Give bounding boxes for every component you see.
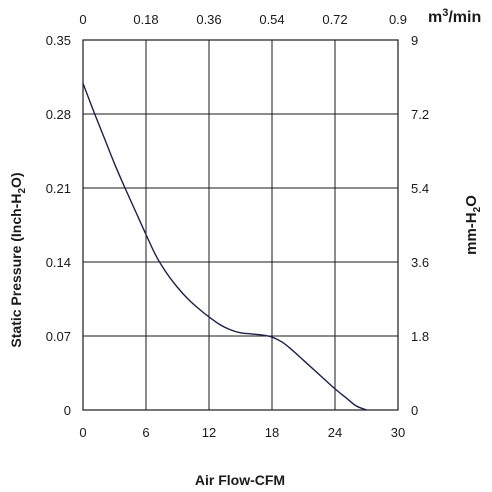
y-tick-label: 0.07 xyxy=(46,329,71,344)
x-tick-label: 6 xyxy=(142,425,149,440)
x-tick-label: 30 xyxy=(391,425,405,440)
x-tick-label: 0 xyxy=(79,425,86,440)
x-tick-label: 12 xyxy=(202,425,216,440)
y-tick-label: 0.35 xyxy=(46,33,71,48)
right-tick-label: 9 xyxy=(411,33,418,48)
series-line xyxy=(82,83,367,411)
y-tick-label: 0.14 xyxy=(46,255,71,270)
top-tick-label: 0.18 xyxy=(133,12,158,27)
right-axis-title: mm-H2O xyxy=(463,195,483,255)
top-tick-label: 0.9 xyxy=(389,12,407,27)
x-tick-label: 18 xyxy=(265,425,279,440)
plot-frame xyxy=(82,39,399,411)
tick-labels: 0 6 12 18 24 30 0 0.18 0.36 0.54 0.72 0.9 0 0.07 0.14 0… xyxy=(46,12,429,440)
right-tick-label: 0 xyxy=(411,403,418,418)
grid-lines xyxy=(83,40,398,410)
top-tick-label: 0.36 xyxy=(196,12,221,27)
right-tick-label: 5.4 xyxy=(411,181,429,196)
y-axis-title: Static Pressure (Inch-H2O) xyxy=(8,172,28,347)
x-tick-label: 24 xyxy=(328,425,342,440)
y-tick-label: 0.21 xyxy=(46,181,71,196)
top-tick-label: 0 xyxy=(79,12,86,27)
y-tick-label: 0.28 xyxy=(46,107,71,122)
x-axis-title: Air Flow-CFM xyxy=(195,472,285,488)
y-tick-label: 0 xyxy=(64,403,71,418)
top-axis-unit-label: m3/min xyxy=(428,7,481,26)
top-tick-label: 0.72 xyxy=(322,12,347,27)
right-tick-label: 1.8 xyxy=(411,329,429,344)
top-tick-label: 0.54 xyxy=(259,12,284,27)
right-tick-label: 3.6 xyxy=(411,255,429,270)
right-tick-label: 7.2 xyxy=(411,107,429,122)
